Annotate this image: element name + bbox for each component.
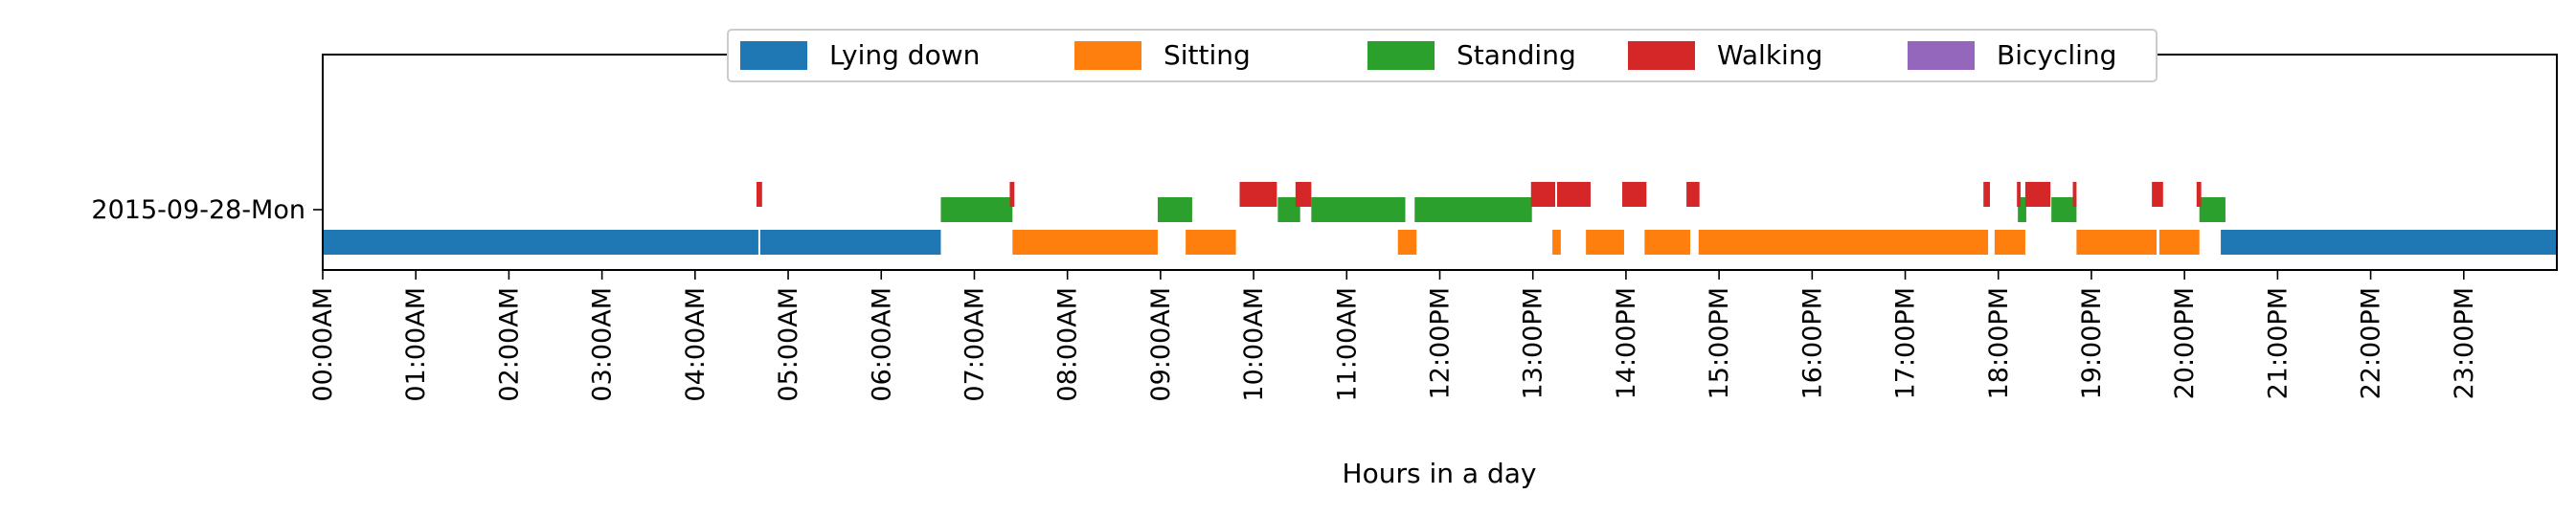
bar-walking (2017, 182, 2022, 207)
legend-label-sitting: Sitting (1164, 39, 1251, 71)
bar-walking (1239, 182, 1277, 207)
bar-lying-down (323, 230, 758, 255)
bar-sitting (1012, 230, 1158, 255)
x-tick-label: 16:00PM (1797, 287, 1827, 399)
legend-swatch-bicycling (1908, 41, 1975, 70)
bar-standing (2051, 197, 2077, 222)
bar-standing (1311, 197, 1406, 222)
bar-standing (1277, 197, 1300, 222)
x-tick-label: 15:00PM (1705, 287, 1734, 399)
legend-swatch-walking (1628, 41, 1695, 70)
x-axis-ticks: 00:00AM 01:00AM 02:00AM 03:00AM 04:00AM 05:00… (308, 270, 2479, 402)
x-tick-label: 08:00AM (1053, 287, 1083, 402)
bar-walking (2196, 182, 2202, 207)
bar-walking (2152, 182, 2163, 207)
bar-sitting (1994, 230, 2025, 255)
activity-bars (323, 182, 2557, 255)
bar-walking (756, 182, 762, 207)
x-tick-label: 23:00PM (2450, 287, 2479, 399)
bar-sitting (1698, 230, 1989, 255)
x-tick-label: 01:00AM (401, 287, 431, 402)
x-tick-label: 14:00PM (1612, 287, 1641, 399)
bar-lying-down (759, 230, 941, 255)
x-tick-label: 06:00AM (867, 287, 896, 402)
bar-walking (1556, 182, 1591, 207)
legend-swatch-sitting (1074, 41, 1141, 70)
bar-sitting (1186, 230, 1236, 255)
x-tick-label: 04:00AM (681, 287, 711, 402)
x-tick-label: 02:00AM (494, 287, 524, 402)
bar-lying-down (2221, 230, 2557, 255)
y-axis: 2015-09-28-Mon (91, 195, 323, 225)
bar-sitting (2076, 230, 2157, 255)
legend-label-bicycling: Bicycling (1997, 39, 2116, 71)
bar-standing (940, 197, 1013, 222)
legend-label-walking: Walking (1717, 39, 1822, 71)
bar-walking (1983, 182, 1990, 207)
bar-standing (1157, 197, 1192, 222)
bar-sitting (1586, 230, 1624, 255)
x-tick-label: 22:00PM (2357, 287, 2386, 399)
bar-walking (1686, 182, 1700, 207)
bar-walking (1530, 182, 1556, 207)
bar-walking (2024, 182, 2051, 207)
bar-walking (1295, 182, 1312, 207)
legend: Lying down Sitting Standing Walking Bicyclin… (727, 29, 2158, 82)
legend-swatch-lying-down (740, 41, 807, 70)
bar-standing (1414, 197, 1532, 222)
legend-label-standing: Standing (1457, 39, 1576, 71)
bar-sitting (1644, 230, 1690, 255)
x-tick-label: 05:00AM (774, 287, 803, 402)
x-tick-label: 03:00AM (588, 287, 618, 402)
x-tick-label: 07:00AM (960, 287, 989, 402)
bar-standing (2018, 197, 2026, 222)
x-tick-label: 20:00PM (2170, 287, 2200, 399)
bar-walking (2072, 182, 2077, 207)
bar-standing (2199, 197, 2226, 222)
x-tick-label: 13:00PM (1519, 287, 1548, 399)
x-axis-label: Hours in a day (1343, 458, 1537, 489)
bar-sitting (1552, 230, 1561, 255)
x-tick-label: 17:00PM (1891, 287, 1921, 399)
x-tick-label: 00:00AM (308, 287, 338, 402)
y-tick-label: 2015-09-28-Mon (91, 195, 305, 225)
x-tick-label: 10:00AM (1239, 287, 1269, 402)
bar-sitting (1397, 230, 1417, 255)
bar-sitting (2158, 230, 2200, 255)
x-tick-label: 11:00AM (1332, 287, 1362, 402)
legend-label-lying-down: Lying down (829, 39, 980, 71)
legend-swatch-standing (1367, 41, 1435, 70)
bar-walking (1622, 182, 1647, 207)
x-tick-label: 21:00PM (2263, 287, 2293, 399)
x-tick-label: 18:00PM (1984, 287, 2014, 399)
x-tick-label: 09:00AM (1146, 287, 1176, 402)
x-tick-label: 19:00PM (2077, 287, 2107, 399)
bar-walking (1009, 182, 1015, 207)
x-tick-label: 12:00PM (1426, 287, 1456, 399)
